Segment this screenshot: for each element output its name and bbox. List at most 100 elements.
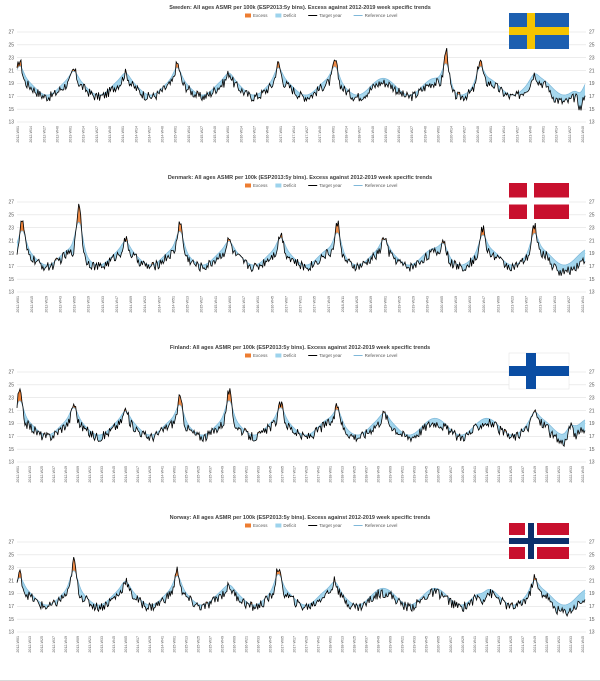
legend-item-target: Target year — [308, 13, 342, 18]
x-tick-label: 2022-W40 — [581, 126, 585, 143]
x-tick-label: 2016-W45 — [268, 636, 272, 653]
x-tick-label: 2014-W01 — [121, 126, 125, 143]
x-tick-label: 2021-W49 — [533, 636, 537, 653]
x-tick-label: 2020-W01 — [436, 126, 440, 143]
x-tick-label: 2014-W41 — [160, 466, 164, 483]
x-tick-label: 2021-W37 — [521, 466, 525, 483]
x-tick-label: 2019-W40 — [423, 126, 427, 143]
x-tick-label: 2017-W05 — [280, 636, 284, 653]
y-tick-label-left: 23 — [8, 225, 14, 231]
x-tick-label: 2020-W29 — [461, 466, 465, 483]
x-tick-label: 2018-W39 — [369, 296, 373, 313]
x-tick-label: 2012-W49 — [64, 636, 68, 653]
x-tick-label: 2018-W01 — [329, 466, 333, 483]
finland-flag — [509, 353, 569, 389]
x-tick-label: 2018-W11 — [341, 296, 345, 312]
x-tick-label: 2015-W49 — [220, 466, 224, 483]
legend-item-target: Target year — [308, 523, 342, 528]
x-tick-label: 2013-W09 — [76, 636, 80, 653]
legend-label-deficit: Deficit — [283, 183, 296, 188]
x-tick-label: 2022-W13 — [553, 296, 557, 313]
x-tick-label: 2014-W29 — [148, 636, 152, 653]
legend-label-target: Target year — [319, 13, 342, 18]
x-tick-label: 2015-W27 — [200, 296, 204, 313]
legend-item-excess: Excess — [245, 183, 268, 188]
y-tick-label-right: 23 — [589, 565, 595, 571]
x-tick-label: 2022-W21 — [557, 466, 561, 483]
x-tick-label: 2021-W01 — [485, 636, 489, 653]
y-tick-label-right: 17 — [589, 434, 595, 440]
x-tick-label: 2012-W15 — [30, 296, 34, 313]
x-tick-label: 2022-W21 — [557, 636, 561, 653]
x-tick-label: 2017-W29 — [305, 466, 309, 483]
x-tick-label: 2013-W05 — [73, 296, 77, 313]
x-tick-label: 2021-W09 — [496, 296, 500, 313]
y-tick-label-right: 17 — [589, 94, 595, 100]
y-tick-label-right: 21 — [589, 408, 595, 414]
x-tick-label: 2021-W40 — [528, 126, 532, 143]
y-tick-label-left: 15 — [8, 277, 14, 283]
y-tick-label-right: 13 — [589, 460, 595, 466]
y-tick-label-left: 17 — [8, 264, 14, 270]
y-tick-label-right: 27 — [589, 200, 595, 206]
x-tick-label: 2013-W33 — [100, 636, 104, 653]
x-tick-label: 2016-W21 — [244, 466, 248, 483]
x-tick-label: 2015-W41 — [214, 296, 218, 313]
x-tick-label: 2016-W45 — [268, 466, 272, 483]
x-tick-label: 2014-W37 — [157, 296, 161, 313]
y-tick-label-left: 23 — [8, 395, 14, 401]
x-tick-label: 2021-W51 — [539, 296, 543, 313]
y-tick-label-right: 15 — [589, 617, 595, 623]
x-tick-label: 2012-W37 — [52, 636, 56, 653]
x-tick-label: 2022-W45 — [581, 636, 585, 653]
y-tick-label-right: 19 — [589, 421, 595, 427]
x-tick-label: 2021-W37 — [521, 636, 525, 653]
x-tick-label: 2019-W45 — [425, 466, 429, 483]
x-tick-label: 2021-W01 — [485, 466, 489, 483]
x-tick-label: 2016-W45 — [270, 296, 274, 313]
chart-title: Finland: All ages ASMR per 100k (ESP2013… — [170, 345, 430, 351]
x-tick-label: 2021-W25 — [509, 636, 513, 653]
x-tick-label: 2018-W49 — [377, 636, 381, 653]
x-tick-label: 2017-W21 — [299, 296, 303, 313]
legend-label-deficit: Deficit — [283, 353, 296, 358]
y-tick-label-right: 21 — [589, 238, 595, 244]
x-tick-label: 2022-W14 — [555, 126, 559, 143]
x-tick-label: 2013-W19 — [87, 296, 91, 313]
x-tick-label: 2017-W49 — [327, 296, 331, 313]
x-tick-label: 2019-W01 — [383, 296, 387, 313]
series-line-target-year — [17, 48, 585, 110]
x-tick-label: 2013-W27 — [95, 126, 99, 143]
legend-label-target: Target year — [319, 353, 342, 358]
legend-label-excess: Excess — [253, 353, 268, 358]
x-tick-label: 2013-W45 — [112, 636, 116, 653]
x-tick-label: 2017-W41 — [317, 636, 321, 653]
x-tick-label: 2012-W25 — [40, 636, 44, 653]
x-tick-label: 2015-W49 — [220, 636, 224, 653]
x-tick-label: 2022-W41 — [581, 296, 585, 313]
x-tick-label: 2019-W33 — [413, 636, 417, 653]
legend-item-target: Target year — [308, 353, 342, 358]
legend-item-excess: Excess — [245, 13, 268, 18]
y-tick-label-left: 25 — [8, 213, 14, 219]
x-tick-label: 2017-W05 — [280, 466, 284, 483]
legend-label-excess: Excess — [253, 183, 268, 188]
y-tick-label-left: 17 — [8, 604, 14, 610]
x-tick-label: 2014-W40 — [161, 126, 165, 143]
chart-svg-denmark: Denmark: All ages ASMR per 100k (ESP2013… — [0, 170, 600, 340]
x-tick-label: 2015-W13 — [184, 636, 188, 653]
x-tick-label: 2017-W27 — [305, 126, 309, 143]
x-tick-label: 2016-W17 — [242, 296, 246, 313]
x-tick-label: 2021-W37 — [525, 296, 529, 313]
x-tick-label: 2018-W14 — [344, 126, 348, 143]
x-tick-label: 2018-W25 — [355, 296, 359, 313]
legend-item-reference: Reference Level — [354, 353, 398, 358]
y-tick-label-right: 21 — [589, 68, 595, 74]
x-tick-label: 2019-W29 — [412, 296, 416, 313]
y-tick-label-right: 23 — [589, 395, 595, 401]
chart-title: Denmark: All ages ASMR per 100k (ESP2013… — [168, 175, 432, 181]
x-tick-label: 2019-W43 — [426, 296, 430, 313]
x-tick-label: 2012-W01 — [16, 126, 20, 143]
legend-item-reference: Reference Level — [354, 183, 398, 188]
